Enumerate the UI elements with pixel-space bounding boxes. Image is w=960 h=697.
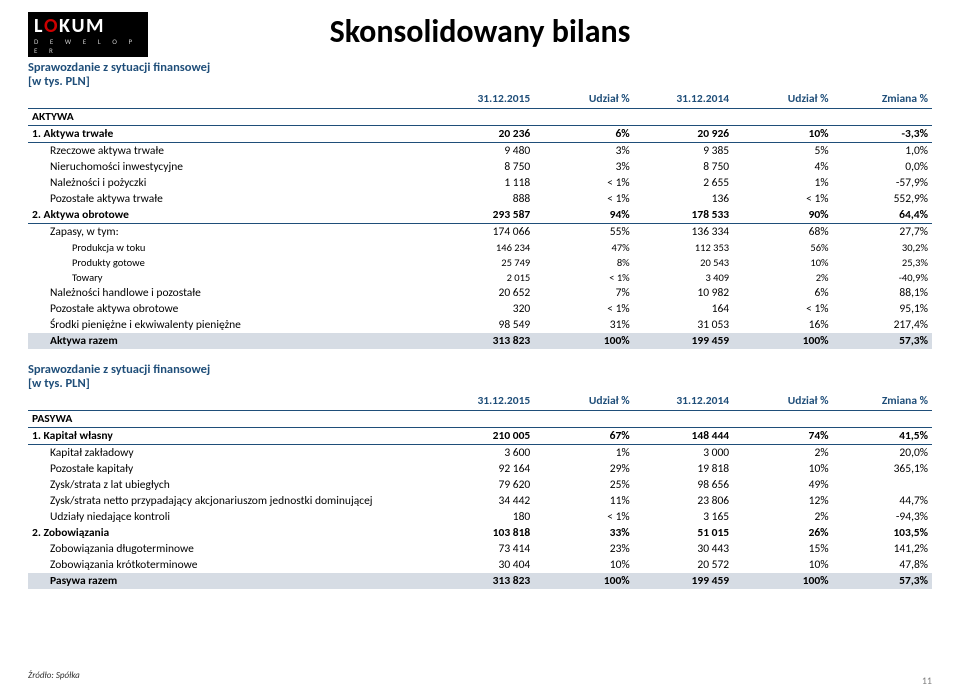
table-row: 2. Aktywa obrotowe293 58794%178 53390%64… (28, 207, 932, 224)
logo-subtitle: D E W E L O P E R (34, 37, 142, 55)
source-note: Źródło: Spółka (28, 670, 80, 681)
table-row: Pozostałe aktywa obrotowe320< 1%164< 1%9… (28, 301, 932, 317)
table-row: Zobowiązania krótkoterminowe30 40410%20 … (28, 557, 932, 573)
logo-text: LOKUM (34, 16, 142, 36)
total-row: Aktywa razem313 823100%199 459100%57,3% (28, 333, 932, 349)
total-row: Pasywa razem313 823100%199 459100%57,3% (28, 573, 932, 589)
table-header-row: 31.12.2015 Udział % 31.12.2014 Udział % … (28, 393, 932, 411)
table-row: Należności handlowe i pozostałe20 6527%1… (28, 285, 932, 301)
table-pasywa: 31.12.2015 Udział % 31.12.2014 Udział % … (28, 393, 932, 589)
table-row: 1. Aktywa trwałe20 2366%20 92610%-3,3% (28, 125, 932, 142)
table-row: Pozostałe aktywa trwałe888< 1%136< 1%552… (28, 191, 932, 207)
table-row: Zysk/strata z lat ubiegłych79 62025%98 6… (28, 477, 932, 493)
table-row: Kapitał zakładowy3 6001%3 0002%20,0% (28, 444, 932, 461)
table-row: Zapasy, w tym:174 06655%136 33468%27,7% (28, 223, 932, 240)
table-row: Nieruchomości inwestycyjne8 7503%8 7504%… (28, 159, 932, 175)
table-row: 1. Kapitał własny210 00567%148 44474%41,… (28, 427, 932, 444)
table2-label: Sprawozdanie z sytuacji finansowej[w tys… (28, 363, 932, 392)
section-aktywa: AKTYWA (28, 108, 932, 125)
page-number: 11 (922, 674, 932, 687)
page-title: Skonsolidowany bilans (28, 12, 932, 51)
table-row: Towary2 015< 1%3 4092%-40,9% (28, 270, 932, 285)
table-row: Zysk/strata netto przypadający akcjonari… (28, 493, 932, 509)
table-row: Produkty gotowe25 7498%20 54310%25,3% (28, 255, 932, 270)
table-aktywa: 31.12.2015 Udział % 31.12.2014 Udział % … (28, 91, 932, 349)
table-row: Środki pieniężne i ekwiwalenty pieniężne… (28, 317, 932, 333)
table-row: Pozostałe kapitały92 16429%19 81810%365,… (28, 461, 932, 477)
table-header-row: 31.12.2015 Udział % 31.12.2014 Udział % … (28, 91, 932, 109)
table-row: Należności i pożyczki1 118< 1%2 6551%-57… (28, 175, 932, 191)
table-row: Zobowiązania długoterminowe73 41423%30 4… (28, 541, 932, 557)
table1-label: Sprawozdanie z sytuacji finansowej[w tys… (28, 61, 932, 90)
table-row: Udziały niedające kontroli180< 1%3 1652%… (28, 509, 932, 525)
section-pasywa: PASYWA (28, 410, 932, 427)
logo: LOKUM D E W E L O P E R (28, 12, 148, 57)
table-row: Rzeczowe aktywa trwałe9 4803%9 3855%1,0% (28, 142, 932, 159)
table-row: Produkcja w toku146 23447%112 35356%30,2… (28, 240, 932, 255)
table-row: 2. Zobowiązania103 81833%51 01526%103,5% (28, 525, 932, 541)
